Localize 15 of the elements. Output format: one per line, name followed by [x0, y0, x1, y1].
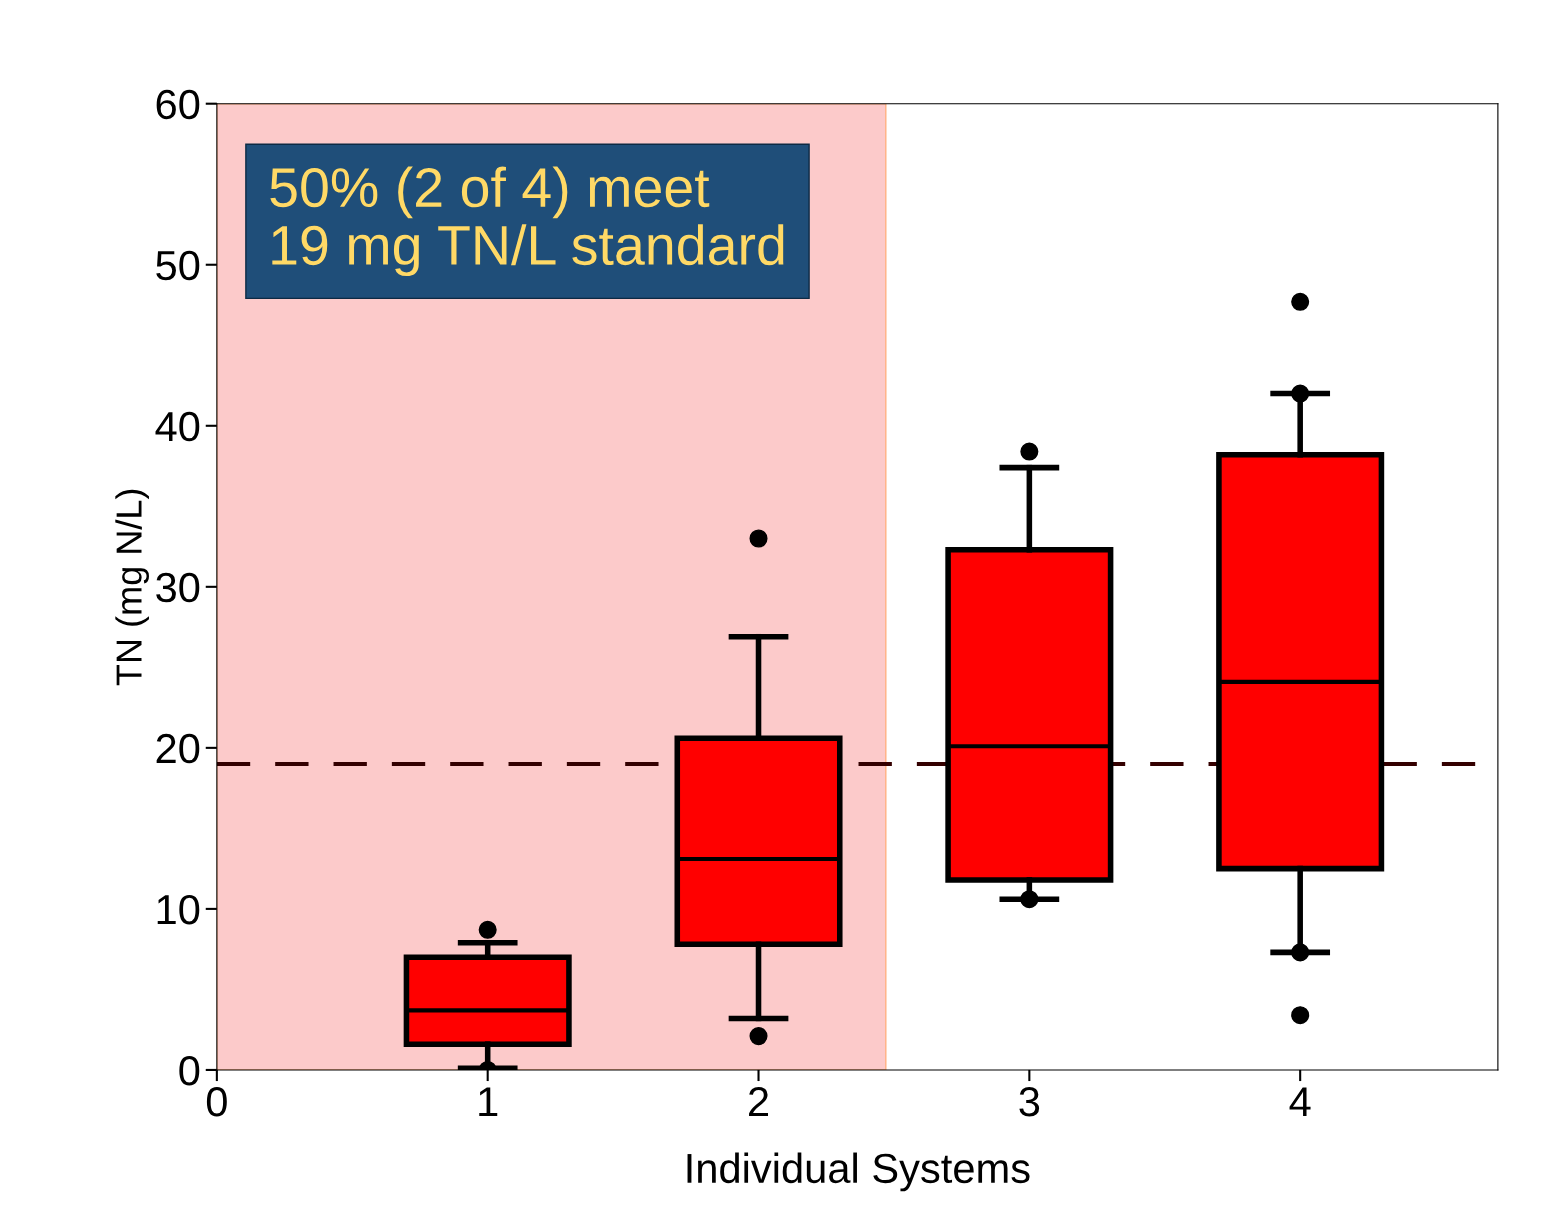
x-axis-title: Individual Systems	[687, 1152, 1030, 1192]
y-tick-label: 40	[155, 411, 200, 442]
x-tick-label: 4	[1289, 1087, 1311, 1117]
y-tick-label: 0	[179, 1055, 200, 1086]
y-tick-label: 30	[156, 572, 200, 603]
y-tick-label: 50	[156, 250, 200, 281]
x-tick-label: 0	[206, 1087, 227, 1117]
y-tick-label: 20	[156, 733, 200, 764]
x-tick-label: 3	[1019, 1087, 1040, 1117]
annotation: 50% (2 of 4) meet 19 mg TN/L standard	[270, 166, 784, 277]
y-axis-title: TN (mg N/L)	[115, 489, 149, 686]
x-tick-label: 2	[749, 1087, 769, 1117]
x-tick-label: 1	[479, 1087, 498, 1117]
y-tick-label: 10	[157, 894, 200, 925]
y-tick-label: 60	[156, 89, 200, 120]
